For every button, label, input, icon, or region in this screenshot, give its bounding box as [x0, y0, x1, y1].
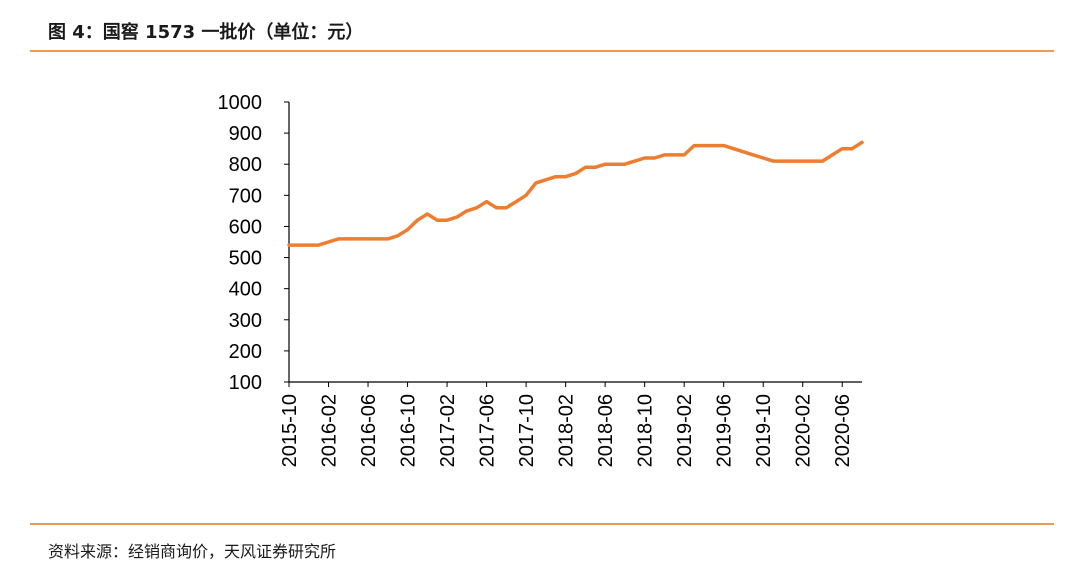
figure-title: 图 4：国窖 1573 一批价（单位：元） — [48, 22, 364, 43]
data-point — [317, 243, 320, 247]
y-tick-label: 900 — [229, 123, 262, 145]
x-tick-label: 2017-02 — [437, 394, 459, 467]
x-tick-label: 2020-02 — [793, 394, 815, 467]
y-tick-label: 400 — [229, 279, 262, 301]
data-point — [682, 153, 686, 157]
data-point — [752, 153, 755, 157]
data-point — [732, 147, 735, 150]
data-point — [287, 243, 291, 247]
data-point — [613, 163, 617, 166]
x-tick-label: 2015-10 — [279, 394, 301, 467]
y-tick-label: 1000 — [218, 92, 263, 114]
data-point — [445, 219, 449, 222]
data-point — [771, 159, 775, 163]
data-point — [860, 141, 864, 144]
x-tick-label: 2018-02 — [556, 394, 578, 467]
top-divider — [30, 50, 1054, 52]
data-point — [475, 206, 478, 209]
data-point — [337, 237, 340, 241]
data-point — [485, 200, 488, 203]
x-tick-label: 2018-10 — [635, 394, 657, 467]
data-point — [396, 234, 399, 237]
y-tick-label: 200 — [229, 341, 262, 363]
x-tick-label: 2016-02 — [319, 394, 341, 467]
data-point — [495, 206, 498, 209]
data-point — [841, 147, 844, 150]
data-point — [534, 181, 538, 185]
data-point — [426, 212, 429, 216]
data-point — [742, 150, 745, 153]
data-point — [505, 206, 508, 209]
x-tick-label: 2017-06 — [477, 394, 499, 467]
data-point — [791, 159, 795, 163]
data-point — [663, 153, 666, 157]
data-point — [781, 159, 785, 163]
y-tick-label: 700 — [229, 185, 262, 207]
data-point — [406, 228, 409, 231]
data-point — [386, 237, 389, 241]
data-point — [584, 166, 587, 169]
data-point — [653, 156, 656, 160]
data-point — [455, 215, 459, 219]
data-point — [623, 163, 627, 166]
series-line — [287, 140, 864, 247]
y-tick-label: 100 — [229, 372, 262, 394]
bottom-divider — [30, 523, 1054, 525]
data-point — [465, 209, 469, 213]
data-point — [327, 240, 330, 244]
x-tick-label: 2016-06 — [358, 394, 380, 467]
x-tick-label: 2019-06 — [714, 394, 736, 467]
data-point — [673, 153, 676, 157]
data-point — [702, 144, 706, 147]
data-point — [821, 159, 824, 163]
data-point — [347, 237, 350, 241]
data-point — [633, 159, 636, 163]
data-point — [801, 159, 804, 163]
x-tick-label: 2016-10 — [398, 394, 420, 467]
data-point — [603, 163, 607, 166]
x-tick-label: 2020-06 — [832, 394, 854, 467]
data-point — [524, 194, 528, 197]
data-point — [594, 166, 597, 169]
y-tick-label: 500 — [229, 248, 262, 270]
y-tick-label: 800 — [229, 154, 262, 176]
data-point — [850, 147, 854, 150]
data-point — [554, 175, 557, 178]
source-note: 资料来源：经销商询价，天风证券研究所 — [48, 542, 337, 561]
x-tick-label: 2018-06 — [595, 394, 617, 467]
data-point — [574, 172, 577, 175]
data-point — [692, 144, 696, 147]
data-point — [356, 237, 360, 241]
data-point — [712, 144, 716, 147]
x-tick-label: 2019-10 — [753, 394, 775, 467]
data-point — [762, 156, 765, 160]
data-point — [435, 219, 439, 222]
data-point — [544, 178, 548, 181]
data-point — [564, 175, 567, 178]
data-point — [366, 237, 370, 241]
data-point — [376, 237, 380, 241]
data-point — [831, 153, 834, 157]
data-point — [515, 200, 518, 203]
line-chart: 100 200 300 400 500 600 700 800 900 1000 2015-10 20… — [218, 92, 864, 467]
x-tick-label: 2017-10 — [516, 394, 538, 467]
y-tick-label: 600 — [229, 216, 262, 238]
x-tick-label: 2019-02 — [674, 394, 696, 467]
data-point — [722, 144, 725, 147]
data-point — [643, 156, 646, 160]
data-point — [811, 159, 814, 163]
data-point — [416, 219, 419, 222]
y-tick-label: 300 — [229, 310, 262, 332]
